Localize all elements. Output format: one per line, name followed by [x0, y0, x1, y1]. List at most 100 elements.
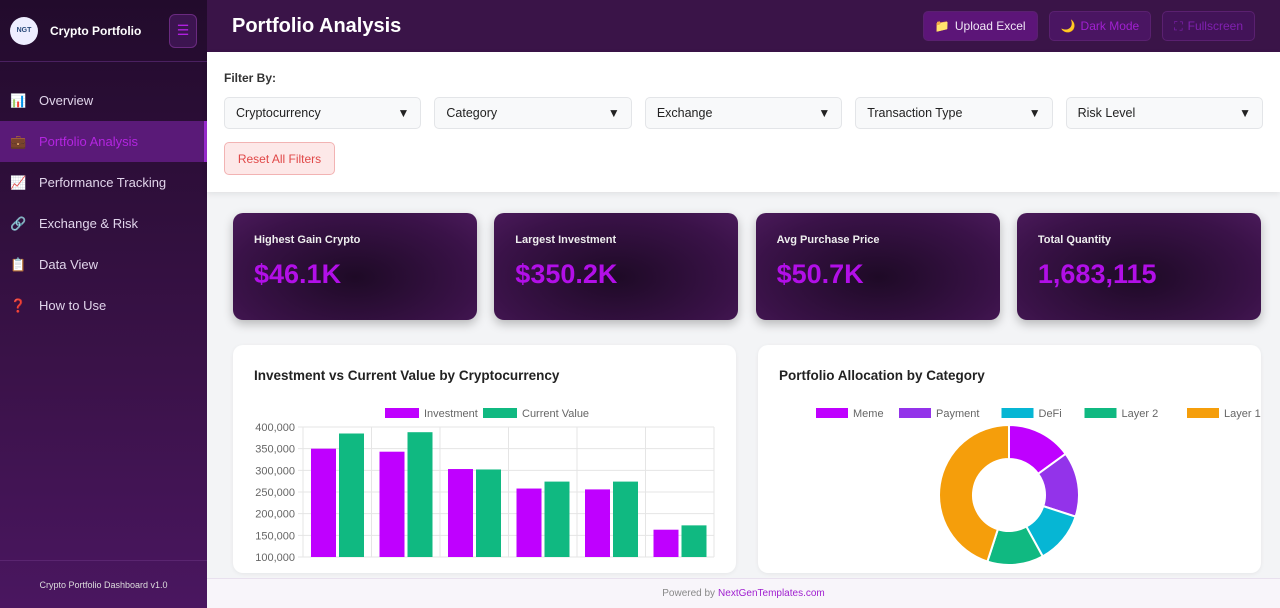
legend-swatch: [899, 408, 931, 418]
sidebar-item[interactable]: 📊 Overview: [0, 80, 207, 121]
filter-panel: Filter By: Cryptocurrency ▼ Category ▼ Excha…: [207, 52, 1280, 192]
bar: [516, 488, 542, 557]
y-tick-label: 300,000: [255, 465, 295, 477]
kpi-label: Total Quantity: [1037, 234, 1112, 246]
sidebar-item-label: How to Use: [39, 298, 107, 313]
bar: [653, 529, 679, 557]
kpi-card: Total Quantity 1,683,115: [1016, 213, 1261, 320]
donut-chart: Meme Payment DeFi Layer 2 Layer 1: [816, 408, 1261, 566]
hamburger-icon[interactable]: ☰: [169, 13, 197, 48]
select-value: Exchange: [656, 106, 713, 120]
fullscreen-button[interactable]: ⛶ Fullscreen: [1162, 11, 1255, 41]
page-title: Portfolio Analysis: [232, 14, 402, 37]
dark-mode-button[interactable]: 🌙 Dark Mode: [1048, 11, 1152, 41]
fullscreen-label: Fullscreen: [1187, 19, 1243, 33]
sidebar: NGT Crypto Portfolio ☰ 📊 Overview 💼 Portfol…: [0, 0, 207, 608]
legend-swatch: [1001, 408, 1034, 418]
nav-icon: ❓: [10, 297, 27, 313]
logo: NGT: [10, 16, 38, 45]
kpi-card: Largest Investment $350.2K: [494, 213, 739, 320]
pie-chart-card: Portfolio Allocation by Category Meme Pay…: [758, 345, 1261, 573]
bar: [613, 481, 638, 557]
bar: [476, 469, 501, 557]
legend-label: Meme: [853, 408, 884, 420]
filter-select[interactable]: Transaction Type ▼: [855, 97, 1053, 129]
legend-swatch: [385, 408, 419, 418]
upload-label: Upload Excel: [954, 19, 1026, 33]
caret-down-icon: ▼: [1239, 106, 1252, 120]
kpi-label: Avg Purchase Price: [776, 234, 880, 246]
sidebar-item-label: Exchange & Risk: [39, 216, 138, 231]
nav-icon: 🔗: [10, 215, 27, 231]
y-tick-label: 150,000: [255, 530, 295, 542]
footer: Powered by NextGenTemplates.com: [207, 578, 1280, 608]
sidebar-item[interactable]: ❓ How to Use: [0, 285, 207, 326]
legend-label: Layer 1: [1224, 408, 1261, 420]
bar-chart-card: Investment vs Current Value by Cryptocur…: [233, 345, 736, 573]
folder-icon: 📁: [934, 19, 950, 33]
select-value: Category: [446, 106, 498, 120]
bar: [311, 448, 336, 557]
sidebar-item[interactable]: 📈 Performance Tracking: [0, 162, 207, 203]
filter-select[interactable]: Cryptocurrency ▼: [224, 97, 422, 129]
kpi-label: Highest Gain Crypto: [254, 234, 361, 246]
filter-label: Filter By:: [224, 71, 277, 85]
legend-label: Layer 2: [1122, 408, 1159, 420]
legend-label: DeFi: [1039, 408, 1062, 420]
dark-mode-label: Dark Mode: [1080, 19, 1140, 33]
caret-down-icon: ▼: [1028, 106, 1041, 120]
kpi-label: Largest Investment: [515, 234, 617, 246]
y-tick-label: 400,000: [255, 422, 295, 434]
kpi-value: $50.7K: [776, 259, 864, 289]
bar: [407, 432, 433, 557]
y-tick-label: 350,000: [255, 444, 295, 456]
y-tick-label: 250,000: [255, 487, 295, 499]
sidebar-item-label: Performance Tracking: [39, 175, 167, 190]
bar-chart: Investment Current Value 400,000 350,000 300…: [255, 408, 715, 564]
moon-icon: 🌙: [1060, 19, 1076, 33]
sidebar-item-label: Overview: [39, 93, 94, 108]
caret-down-icon: ▼: [607, 106, 620, 120]
topbar: Portfolio Analysis 📁 Upload Excel 🌙 Dark M…: [207, 0, 1280, 52]
caret-down-icon: ▼: [818, 106, 831, 120]
reset-filters-button[interactable]: Reset All Filters: [224, 142, 335, 175]
kpi-value: 1,683,115: [1037, 259, 1157, 289]
bar: [339, 433, 364, 557]
legend-swatch: [1187, 408, 1219, 418]
nav-icon: 📋: [10, 256, 27, 272]
y-tick-label: 200,000: [255, 509, 295, 521]
sidebar-item-label: Data View: [39, 257, 99, 272]
kpi-value: $350.2K: [515, 259, 618, 289]
kpi-card: Avg Purchase Price $50.7K: [755, 213, 1000, 320]
footer-link[interactable]: NextGenTemplates.com: [718, 588, 825, 599]
legend-swatch: [1084, 408, 1117, 418]
filter-select[interactable]: Category ▼: [434, 97, 632, 129]
legend-label: Payment: [936, 408, 979, 420]
sidebar-item[interactable]: 📋 Data View: [0, 244, 207, 285]
sidebar-item[interactable]: 🔗 Exchange & Risk: [0, 203, 207, 244]
bar: [544, 481, 570, 557]
select-value: Cryptocurrency: [236, 106, 321, 120]
sidebar-item[interactable]: 💼 Portfolio Analysis: [0, 121, 207, 162]
legend-swatch: [483, 408, 517, 418]
legend-swatch: [816, 408, 848, 418]
legend-label: Current Value: [522, 408, 589, 420]
legend-label: Investment: [424, 408, 478, 420]
footer-text: Powered by: [662, 588, 716, 599]
bar-chart-title: Investment vs Current Value by Cryptocur…: [254, 368, 560, 383]
select-value: Risk Level: [1077, 106, 1136, 120]
bar: [448, 469, 473, 557]
nav-icon: 📊: [10, 92, 27, 108]
fullscreen-icon: ⛶: [1174, 18, 1183, 33]
bar: [585, 489, 610, 557]
y-tick-label: 100,000: [255, 552, 295, 564]
filter-select[interactable]: Exchange ▼: [644, 97, 843, 129]
brand-name: Crypto Portfolio: [50, 23, 142, 38]
filter-select[interactable]: Risk Level ▼: [1065, 97, 1264, 129]
upload-excel-button[interactable]: 📁 Upload Excel: [922, 11, 1038, 41]
nav-icon: 💼: [10, 133, 27, 149]
donut-slice: [938, 423, 1010, 563]
kpi-card: Highest Gain Crypto $46.1K: [233, 213, 477, 320]
caret-down-icon: ▼: [397, 106, 410, 120]
sidebar-item-label: Portfolio Analysis: [39, 134, 138, 149]
